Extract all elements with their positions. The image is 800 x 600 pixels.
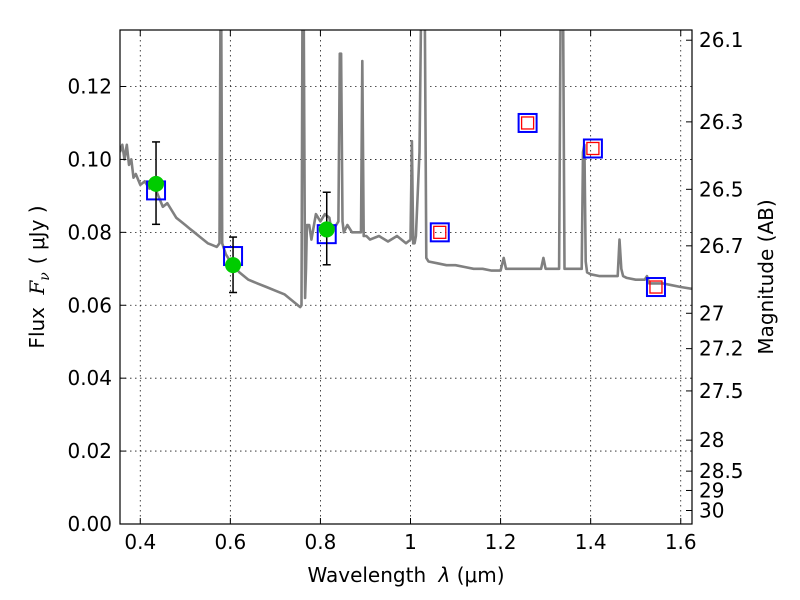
x-tick-label: 0.8 <box>305 530 337 554</box>
upper-limit-marker <box>520 116 535 130</box>
x-axis-label: Wavelength λ (μm) <box>307 563 504 587</box>
observed-point <box>148 175 165 192</box>
y2-tick-label: 27.5 <box>699 379 744 403</box>
observed-point <box>318 221 335 238</box>
x-tick-label: 0.4 <box>124 530 156 554</box>
y2-tick-label: 29 <box>699 478 724 502</box>
model-flux-marker <box>429 222 450 243</box>
y2-tick-label: 26.3 <box>699 110 744 134</box>
y-tick-label: 0.10 <box>67 147 112 171</box>
model-flux-marker <box>582 138 603 159</box>
y2-tick-label: 26.7 <box>699 234 744 258</box>
y-tick-label: 0.00 <box>67 512 112 536</box>
upper-limit-marker <box>649 280 663 294</box>
y2-tick-label: 30 <box>699 499 724 523</box>
grid-lines <box>120 30 692 525</box>
plot-area <box>120 30 692 309</box>
upper-limit-marker <box>586 141 600 156</box>
y-tick-label: 0.08 <box>67 220 112 244</box>
x-axis-ticks: 0.4 0.6 0.8 1 1.2 1.4 1.6 <box>124 30 697 554</box>
y-tick-label: 0.12 <box>67 75 112 99</box>
model-flux-marker <box>517 112 538 133</box>
y2-tick-label: 26.5 <box>699 177 744 201</box>
y-axis-label: Flux Fν( μJy ) <box>25 205 53 348</box>
y2-tick-label: 26.1 <box>699 28 744 52</box>
x-tick-label: 1.6 <box>665 530 697 554</box>
y2-tick-label: 28.5 <box>699 459 744 483</box>
y-tick-label: 0.06 <box>67 293 112 317</box>
x-tick-label: 1 <box>404 530 417 554</box>
model-flux-marker <box>645 277 666 298</box>
plot-frame <box>119 29 693 525</box>
y2-axis-label: Magnitude (AB) <box>754 199 778 354</box>
y-tick-label: 0.04 <box>67 366 112 390</box>
y-tick-label: 0.02 <box>67 439 112 463</box>
sed-model-line <box>120 30 692 309</box>
y-axis-ticks: 0.00 0.02 0.04 0.06 0.08 0.10 0.12 <box>67 75 126 536</box>
x-tick-label: 1.4 <box>575 530 607 554</box>
x-tick-label: 0.6 <box>214 530 246 554</box>
x-tick-label: 1.2 <box>485 530 517 554</box>
y2-tick-label: 27.2 <box>699 337 744 361</box>
upper-limit-marker <box>433 225 447 239</box>
observed-point <box>225 257 242 274</box>
y2-tick-label: 27 <box>699 301 724 325</box>
y2-tick-label: 28 <box>699 428 724 452</box>
